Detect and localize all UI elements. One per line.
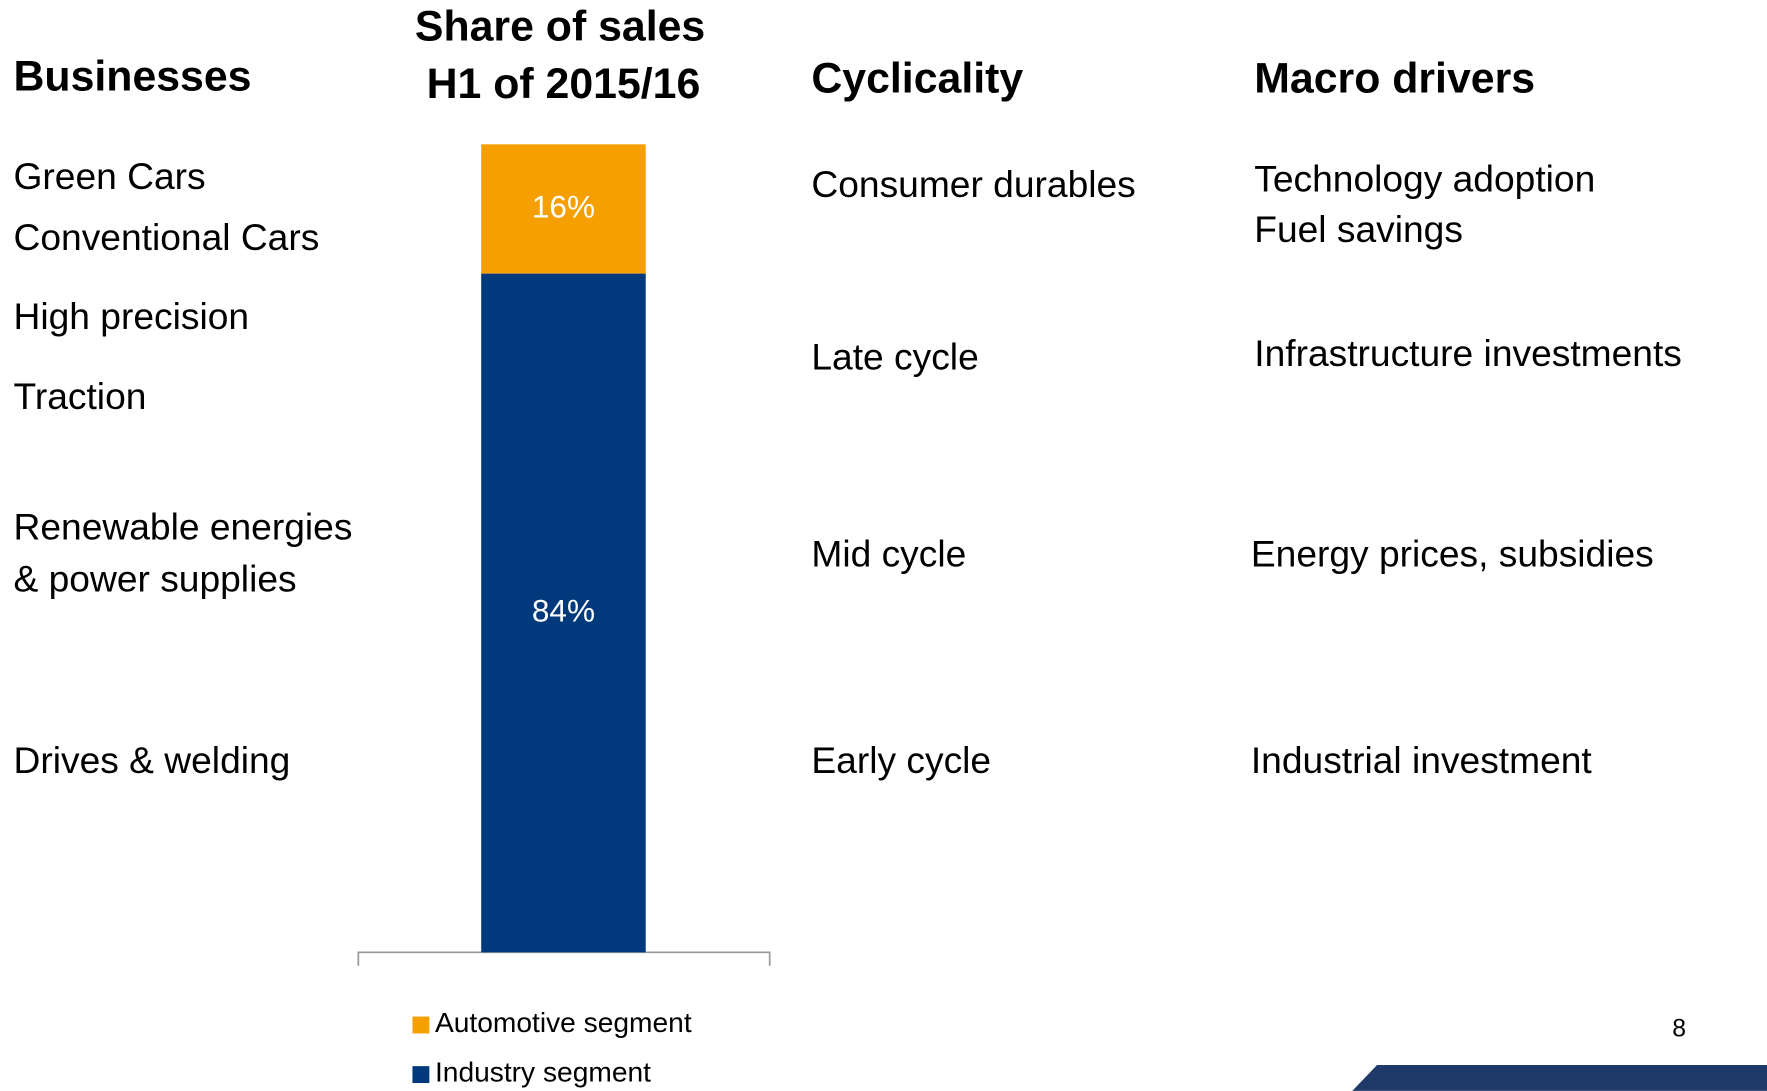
header: Macro drivers xyxy=(1254,55,1535,103)
header: Businesses xyxy=(14,52,252,100)
cyclicality-label: Late cycle xyxy=(811,335,978,377)
bar-segment xyxy=(481,273,646,953)
footer-decoration xyxy=(1352,1065,1767,1091)
macro-driver-label: Fuel savings xyxy=(1254,208,1463,250)
cyclicality-label: Mid cycle xyxy=(811,533,966,575)
chart-title: Share of sales xyxy=(415,3,705,51)
chart-title: H1 of 2015/16 xyxy=(427,60,701,108)
legend-swatch xyxy=(412,1066,430,1084)
cyclicality-label: Early cycle xyxy=(811,739,991,781)
legend-label: Automotive segment xyxy=(435,1006,692,1038)
page-number: 8 xyxy=(1672,1016,1686,1043)
business-label: Green Cars xyxy=(14,155,206,197)
business-label: Conventional Cars xyxy=(14,216,320,258)
macro-driver-label: Industrial investment xyxy=(1251,739,1593,781)
business-label: & power supplies xyxy=(14,557,297,599)
cyclicality-label: Consumer durables xyxy=(811,163,1135,205)
legend-label: Industry segment xyxy=(435,1055,651,1087)
macro-driver-label: Infrastructure investments xyxy=(1254,332,1682,374)
macro-driver-label: Energy prices, subsidies xyxy=(1251,533,1654,575)
macro-driver-label: Technology adoption xyxy=(1254,157,1595,199)
business-label: Drives & welding xyxy=(14,739,291,781)
header: Cyclicality xyxy=(811,55,1023,103)
legend-swatch xyxy=(412,1016,430,1034)
business-label: Traction xyxy=(14,375,147,417)
business-label: High precision xyxy=(14,295,250,337)
data-label: 16% xyxy=(532,188,595,224)
bar-segment xyxy=(481,144,646,274)
business-label: Renewable energies xyxy=(14,506,353,548)
data-label: 84% xyxy=(532,592,595,628)
